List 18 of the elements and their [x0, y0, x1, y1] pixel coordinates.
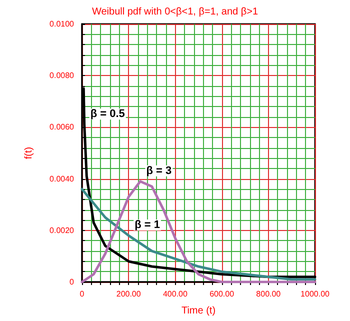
x-tick-label: 1000.00: [300, 290, 330, 298]
annotation: β = 3: [146, 164, 172, 177]
y-tick-label: 0.0040: [50, 174, 75, 184]
y-tick-label: 0: [70, 278, 75, 286]
y-axis-title: f(t): [24, 146, 34, 160]
x-tick-label: 200.00: [116, 290, 142, 298]
annotation: β = 0.5: [90, 108, 125, 120]
x-tick-label: 600.00: [210, 290, 235, 298]
x-tick-label: 800.00: [256, 290, 282, 298]
y-tick-label: 0.0020: [50, 226, 75, 235]
y-tick-label: 0.0060: [50, 122, 75, 132]
y-tick-label: 0.0080: [50, 71, 75, 80]
annotation: β = 1: [134, 219, 160, 232]
x-tick-label: 400.00: [162, 290, 188, 298]
x-axis-title: Time (t): [181, 306, 216, 316]
x-tick-label: 0: [80, 290, 85, 298]
y-tick-label: 0.0100: [50, 20, 75, 28]
chart-title: Weibull pdf with 0<β<1, β=1, and β>1: [92, 6, 258, 18]
